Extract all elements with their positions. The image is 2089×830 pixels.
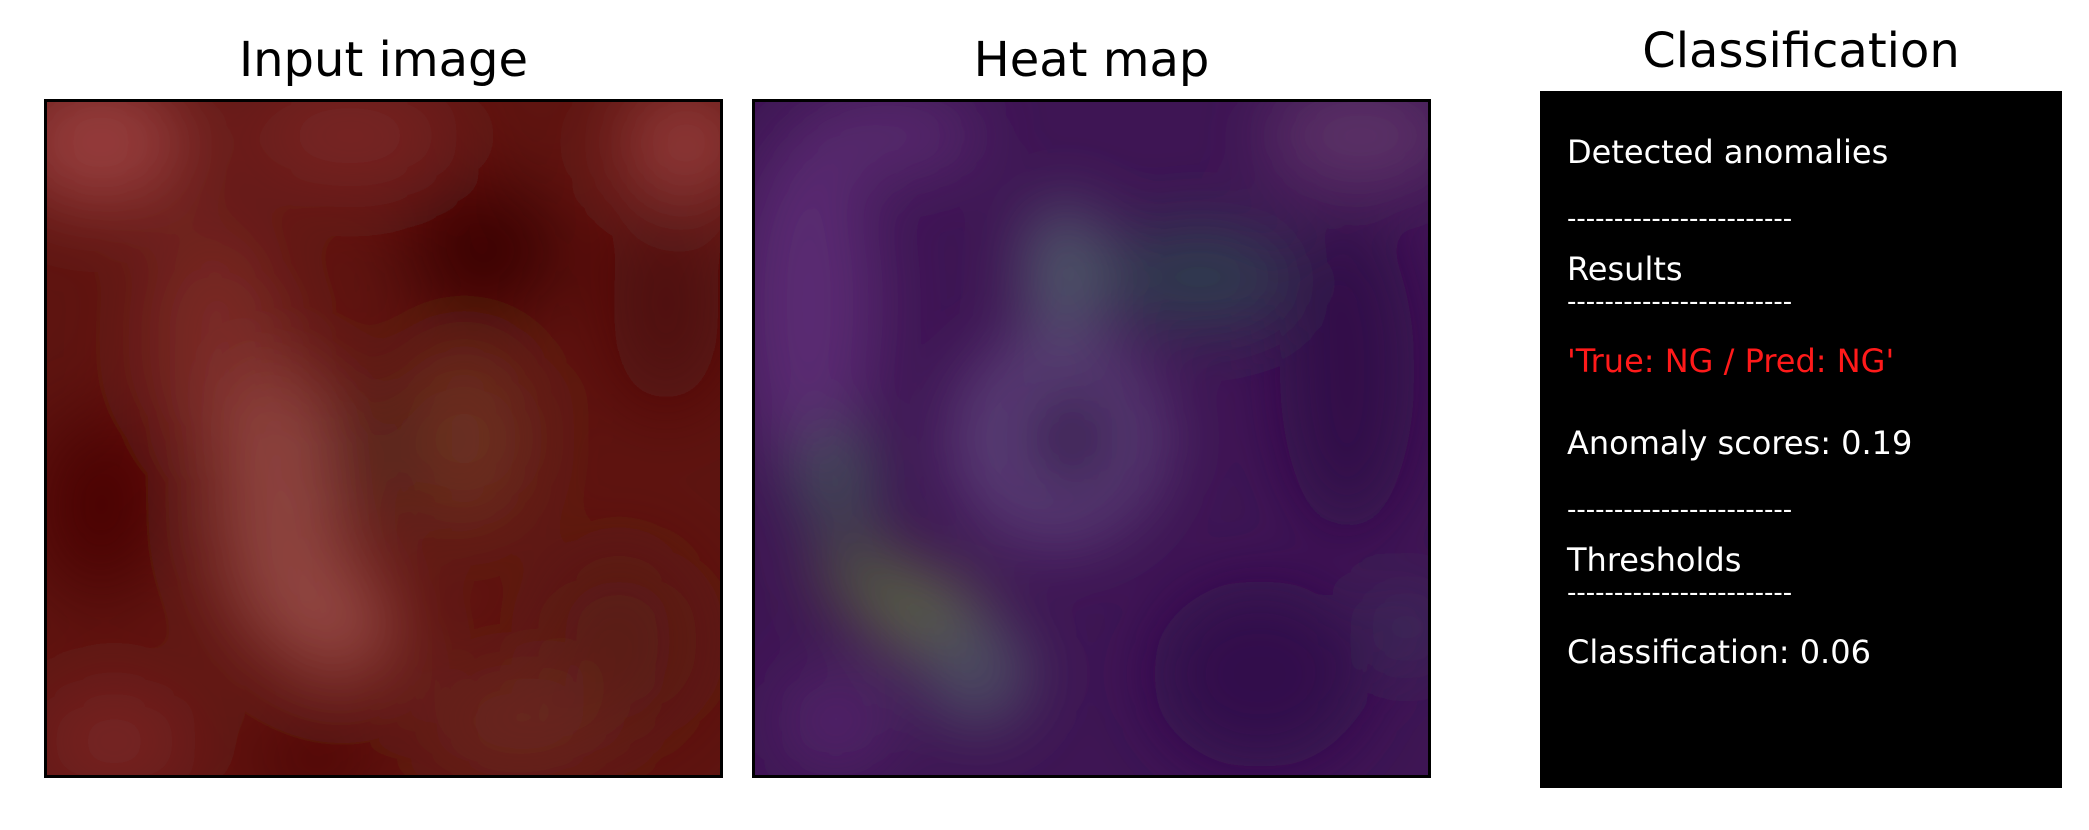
thresholds-label: Thresholds: [1567, 541, 1742, 579]
separator-line: ------------------------: [1567, 495, 1793, 525]
heat-map-title: Heat map: [973, 32, 1210, 88]
input-image-title: Input image: [238, 32, 529, 88]
classification-title: Classification: [1642, 23, 1960, 79]
heat-map-image: [752, 99, 1431, 778]
classification-threshold: Classification: 0.06: [1567, 633, 1871, 671]
separator-line: ------------------------: [1567, 204, 1793, 234]
detected-anomalies-heading: Detected anomalies: [1567, 133, 1889, 171]
results-label: Results: [1567, 250, 1683, 288]
classification-panel: Detected anomalies ---------------------…: [1540, 91, 2062, 788]
prediction-result: 'True: NG / Pred: NG': [1567, 342, 1895, 380]
input-image: [44, 99, 723, 778]
separator-line: ------------------------: [1567, 578, 1793, 608]
anomaly-score: Anomaly scores: 0.19: [1567, 424, 1913, 462]
separator-line: ------------------------: [1567, 287, 1793, 317]
